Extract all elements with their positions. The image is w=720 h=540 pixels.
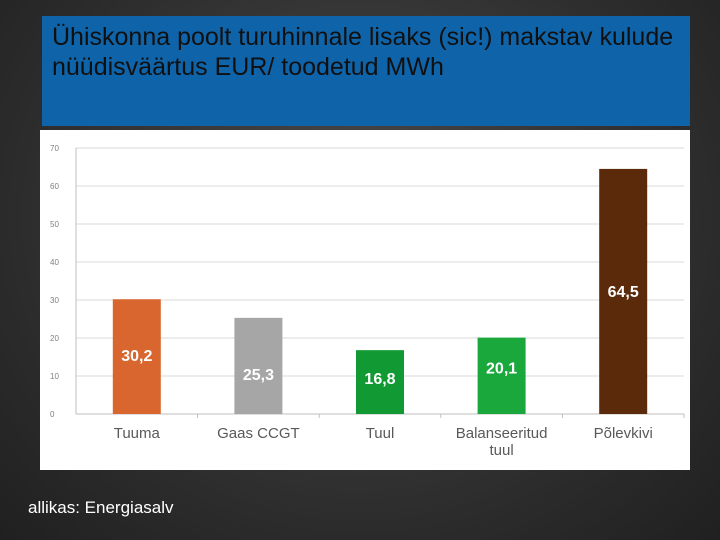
x-tick-label: Tuul [366, 425, 395, 442]
bar [599, 168, 648, 414]
bar [112, 299, 161, 414]
slide-title: Ühiskonna poolt turuhinnale lisaks (sic!… [52, 23, 674, 81]
data-label: 30,2 [121, 348, 152, 365]
source-label: allikas: Energiasalv [28, 498, 174, 517]
data-label: 16,8 [364, 371, 395, 388]
bar-chart: 0 10 20 30 40 50 60 70 30,2 Tuuma 25,3 Gaas CCGT 16,… [50, 144, 685, 459]
y-tick-label: 70 [50, 144, 59, 153]
data-label: 25,3 [243, 367, 274, 384]
x-tick-label: Balanseeritud [456, 425, 548, 442]
bar [234, 317, 283, 414]
data-label: 64,5 [608, 284, 639, 301]
y-tick-label: 10 [50, 372, 59, 381]
y-tick-label: 20 [50, 334, 59, 343]
data-label: 20,1 [486, 361, 517, 378]
y-tick-label: 30 [50, 296, 59, 305]
x-tick-label: Gaas CCGT [217, 425, 300, 442]
y-tick-label: 50 [50, 220, 59, 229]
x-tick-label: Põlevkivi [594, 425, 653, 442]
y-tick-label: 60 [50, 182, 59, 191]
chart-panel: 0 10 20 30 40 50 60 70 30,2 Tuuma 25,3 Gaas CCGT 16,… [40, 130, 690, 470]
y-tick-label: 0 [50, 410, 55, 419]
bar [356, 350, 404, 414]
y-tick-label: 40 [50, 258, 59, 267]
x-tick-label: Tuuma [114, 425, 161, 442]
title-box: Ühiskonna poolt turuhinnale lisaks (sic!… [42, 16, 690, 126]
x-tick-label: tuul [490, 442, 514, 459]
bar [477, 337, 526, 414]
